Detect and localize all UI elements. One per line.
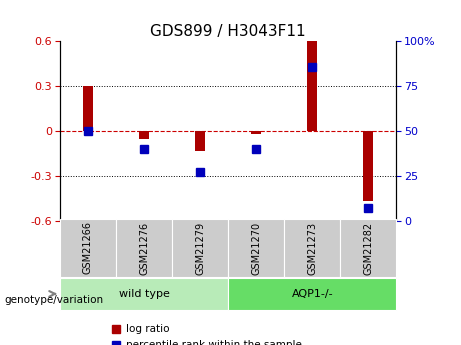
Bar: [195, 131, 205, 150]
Text: GSM21279: GSM21279: [195, 221, 205, 275]
Bar: [251, 131, 261, 134]
Text: GSM21270: GSM21270: [251, 221, 261, 275]
Text: GSM21276: GSM21276: [139, 221, 149, 275]
Bar: [139, 131, 149, 139]
FancyBboxPatch shape: [172, 219, 228, 277]
Text: GSM21273: GSM21273: [307, 221, 317, 275]
Bar: [83, 86, 93, 131]
FancyBboxPatch shape: [340, 219, 396, 277]
Text: percentile rank within the sample: percentile rank within the sample: [126, 340, 302, 345]
Text: AQP1-/-: AQP1-/-: [291, 289, 333, 299]
Text: genotype/variation: genotype/variation: [5, 295, 104, 305]
Title: GDS899 / H3043F11: GDS899 / H3043F11: [150, 24, 306, 39]
FancyBboxPatch shape: [60, 278, 228, 309]
FancyBboxPatch shape: [284, 219, 340, 277]
Text: log ratio: log ratio: [126, 324, 170, 334]
Text: GSM21266: GSM21266: [83, 221, 93, 275]
FancyBboxPatch shape: [60, 219, 116, 277]
Bar: [307, 41, 317, 131]
FancyBboxPatch shape: [228, 278, 396, 309]
FancyBboxPatch shape: [116, 219, 172, 277]
Text: GSM21282: GSM21282: [363, 221, 373, 275]
Text: wild type: wild type: [118, 289, 170, 299]
FancyBboxPatch shape: [228, 219, 284, 277]
Bar: [363, 131, 373, 201]
